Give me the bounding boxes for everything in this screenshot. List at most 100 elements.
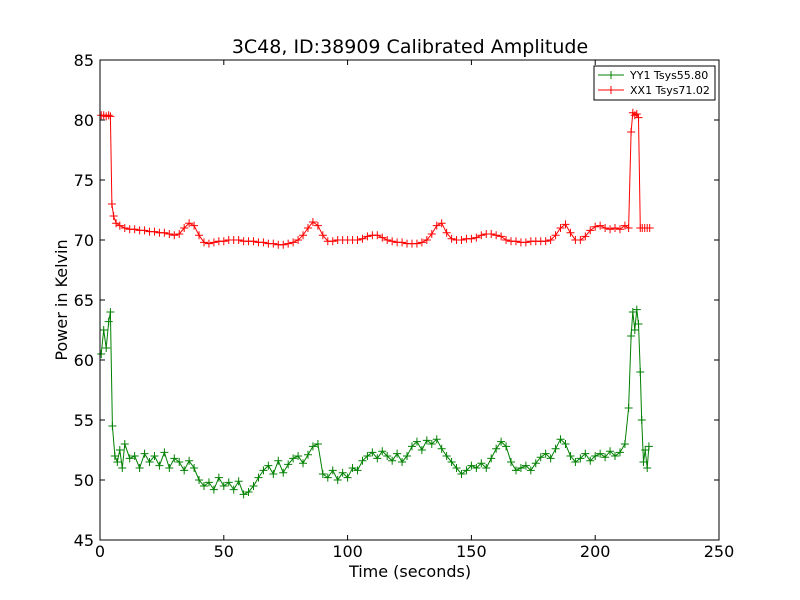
data-point [472, 233, 481, 242]
x-tick-label: 50 [214, 542, 234, 561]
data-point [596, 221, 605, 230]
y-tick-label: 60 [74, 351, 94, 370]
data-point [467, 234, 476, 243]
data-point [601, 224, 610, 232]
data-point [457, 470, 466, 478]
data-point [541, 449, 550, 458]
data-point [556, 435, 565, 444]
data-point [104, 317, 113, 326]
data-point [630, 326, 639, 334]
data-point [274, 456, 283, 465]
data-point [160, 448, 169, 457]
data-point [239, 490, 248, 499]
data-point [596, 449, 605, 458]
data-point [447, 458, 456, 466]
data-point [313, 440, 322, 448]
data-point [487, 230, 496, 238]
data-point [150, 452, 159, 460]
data-point [422, 436, 431, 445]
y-tick-label: 75 [74, 171, 94, 190]
data-point [388, 456, 397, 465]
data-point [229, 485, 238, 494]
data-point [581, 232, 590, 241]
data-point [130, 225, 139, 234]
data-point [472, 464, 481, 472]
data-point [269, 470, 278, 478]
data-point [106, 112, 115, 121]
data-point [611, 452, 620, 460]
data-point [289, 454, 298, 463]
data-point [308, 442, 317, 451]
data-point [259, 466, 268, 475]
legend: YY1 Tsys55.80 XX1 Tsys71.02 [593, 65, 716, 101]
data-point [199, 482, 208, 490]
data-point [303, 450, 312, 459]
data-point [244, 488, 253, 496]
data-point [170, 231, 179, 240]
data-point [373, 231, 382, 240]
data-point [611, 224, 620, 232]
data-point [482, 464, 491, 472]
y-axis-label: Power in Kelvin [52, 239, 71, 360]
data-point [204, 239, 213, 248]
data-point [358, 456, 367, 465]
data-point [180, 466, 189, 475]
data-point [209, 485, 218, 494]
data-point [502, 442, 511, 451]
data-point [615, 225, 624, 234]
data-point [209, 238, 218, 247]
data-point [511, 237, 520, 246]
x-tick-label: 150 [456, 542, 487, 561]
data-point [492, 231, 501, 240]
data-point [145, 458, 154, 466]
data-point [155, 461, 164, 470]
data-point [313, 221, 322, 230]
data-point [294, 452, 303, 460]
data-point [249, 237, 258, 246]
data-point [497, 232, 506, 241]
data-point [150, 227, 159, 236]
data-point [432, 435, 441, 444]
y-tick-label: 45 [74, 531, 94, 550]
data-point [502, 236, 511, 244]
data-point [140, 226, 149, 235]
data-point [343, 473, 352, 482]
x-tick-label: 250 [704, 542, 735, 561]
data-point [328, 237, 337, 246]
data-point [462, 466, 471, 475]
series-1 [97, 108, 654, 249]
data-point [442, 452, 451, 460]
data-point [403, 452, 412, 460]
data-point [427, 440, 436, 448]
data-point [353, 466, 362, 475]
data-point [581, 449, 590, 458]
data-point [492, 444, 501, 453]
data-point [104, 111, 113, 120]
data-point [318, 470, 327, 478]
data-point [412, 437, 421, 446]
data-point [185, 456, 194, 465]
data-point [160, 228, 169, 237]
data-point [234, 236, 243, 244]
data-point [303, 224, 312, 232]
data-point [452, 464, 461, 472]
legend-marker [607, 86, 615, 94]
data-point [447, 234, 456, 243]
data-point [437, 219, 446, 228]
legend-entry-label: YY1 Tsys55.80 [629, 69, 708, 82]
data-point [571, 458, 580, 466]
data-point [125, 454, 134, 463]
data-point [606, 447, 615, 456]
data-point [378, 233, 387, 242]
data-point [442, 228, 451, 237]
data-point [97, 350, 106, 358]
data-point [204, 478, 213, 487]
data-point [393, 449, 402, 458]
data-point [120, 224, 129, 232]
legend-box [593, 65, 716, 101]
data-point [487, 454, 496, 463]
data-point [632, 305, 641, 314]
data-point [620, 440, 629, 448]
data-point [190, 464, 199, 472]
data-point [107, 200, 116, 208]
